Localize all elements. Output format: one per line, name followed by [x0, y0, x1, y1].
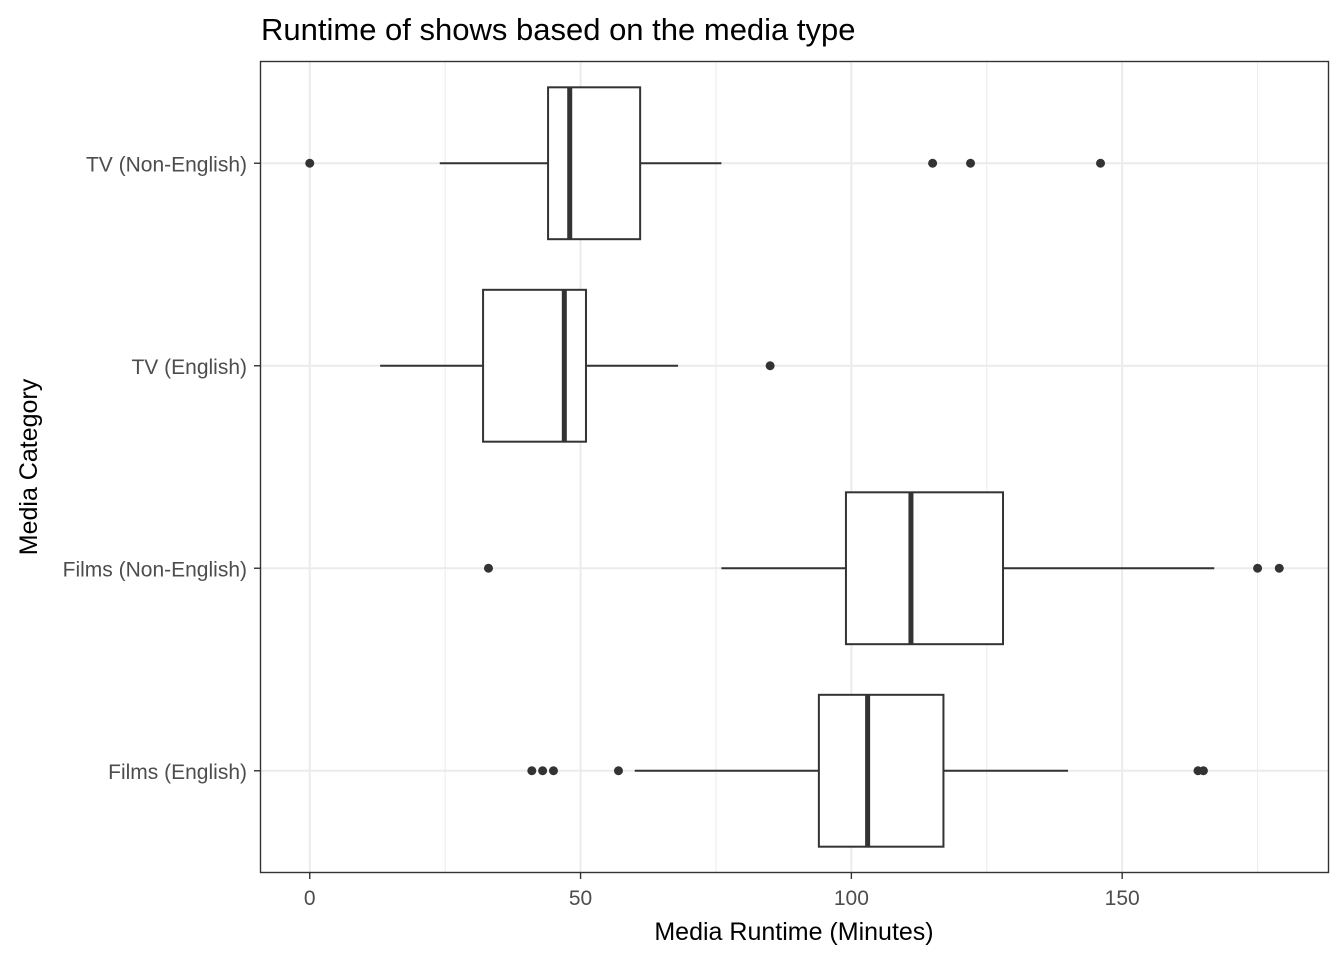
box-tv-non-english	[305, 86, 1106, 241]
y-tick-label: Films (Non-English)	[63, 558, 247, 581]
boxes-layer	[305, 86, 1284, 848]
x-tick-label: 100	[834, 887, 869, 910]
y-axis-title: Media Category	[15, 378, 43, 555]
x-axis: 0 50 100 150	[304, 872, 1140, 910]
iqr-box	[547, 86, 642, 241]
outlier-point	[1096, 158, 1106, 168]
chart-title: Runtime of shows based on the media type	[261, 12, 856, 47]
outlier-point	[613, 766, 623, 776]
y-tick-label: Films (English)	[108, 761, 247, 784]
box-films-non-english	[483, 491, 1284, 646]
outlier-point	[548, 766, 558, 776]
outlier-point	[1274, 563, 1284, 573]
box-films-english	[527, 693, 1208, 848]
x-tick-label: 0	[304, 887, 316, 910]
outlier-point	[765, 361, 775, 371]
iqr-box	[844, 491, 1005, 646]
outlier-point	[966, 158, 976, 168]
iqr-box	[817, 693, 945, 848]
y-tick-label: TV (English)	[131, 356, 247, 379]
x-tick-label: 50	[569, 887, 592, 910]
outlier-point	[305, 158, 315, 168]
box-tv-english	[380, 288, 775, 443]
y-tick-label: TV (Non-English)	[86, 153, 247, 176]
x-axis-title: Media Runtime (Minutes)	[654, 918, 933, 946]
outlier-point	[483, 563, 493, 573]
y-axis: TV (Non-English) TV (English) Films (Non-E…	[63, 153, 261, 784]
iqr-box	[482, 288, 587, 443]
grid-lines	[261, 62, 1328, 872]
panel-border	[259, 60, 1330, 874]
outlier-point	[527, 766, 537, 776]
x-tick-label: 150	[1105, 887, 1140, 910]
outlier-point	[538, 766, 548, 776]
outlier-point	[1253, 563, 1263, 573]
outlier-point	[1198, 766, 1208, 776]
outlier-point	[928, 158, 938, 168]
